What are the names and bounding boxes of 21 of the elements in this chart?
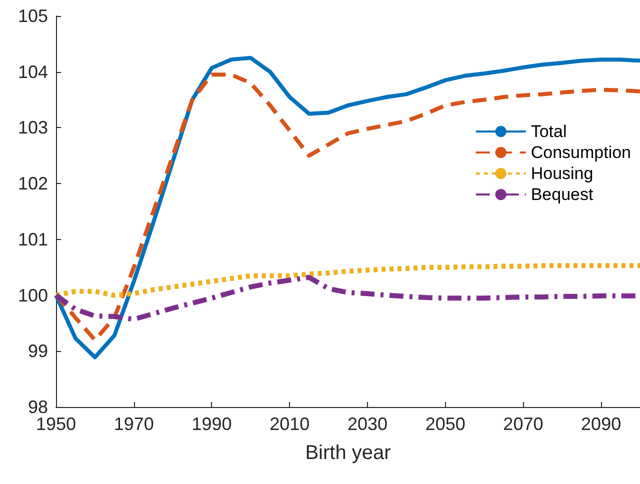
x-tick-label: 2070	[503, 414, 544, 434]
legend-label: Consumption	[530, 143, 632, 162]
x-tick-label: 1990	[192, 414, 232, 434]
x-tick-label: 2030	[347, 414, 388, 434]
y-tick-label: 105	[18, 6, 48, 26]
y-tick-label: 103	[18, 118, 48, 138]
legend-label: Total	[530, 122, 567, 141]
x-axis-title: Birth year	[305, 442, 392, 464]
y-tick-label: 99	[28, 341, 48, 362]
legend-label: Housing	[530, 164, 594, 183]
y-tick-label: 98	[28, 397, 48, 417]
y-tick-label: 104	[18, 62, 48, 82]
y-tick-label: 102	[18, 174, 48, 194]
x-tick-label: 2090	[581, 414, 622, 434]
legend-label: Bequest	[530, 185, 594, 204]
y-tick-label: 101	[18, 229, 48, 250]
x-tick-label: 1970	[114, 414, 154, 434]
y-tick-label: 100	[18, 285, 48, 306]
x-tick-label: 2010	[270, 414, 310, 434]
x-tick-label: 1950	[36, 414, 76, 434]
x-tick-label: 2050	[425, 414, 466, 434]
